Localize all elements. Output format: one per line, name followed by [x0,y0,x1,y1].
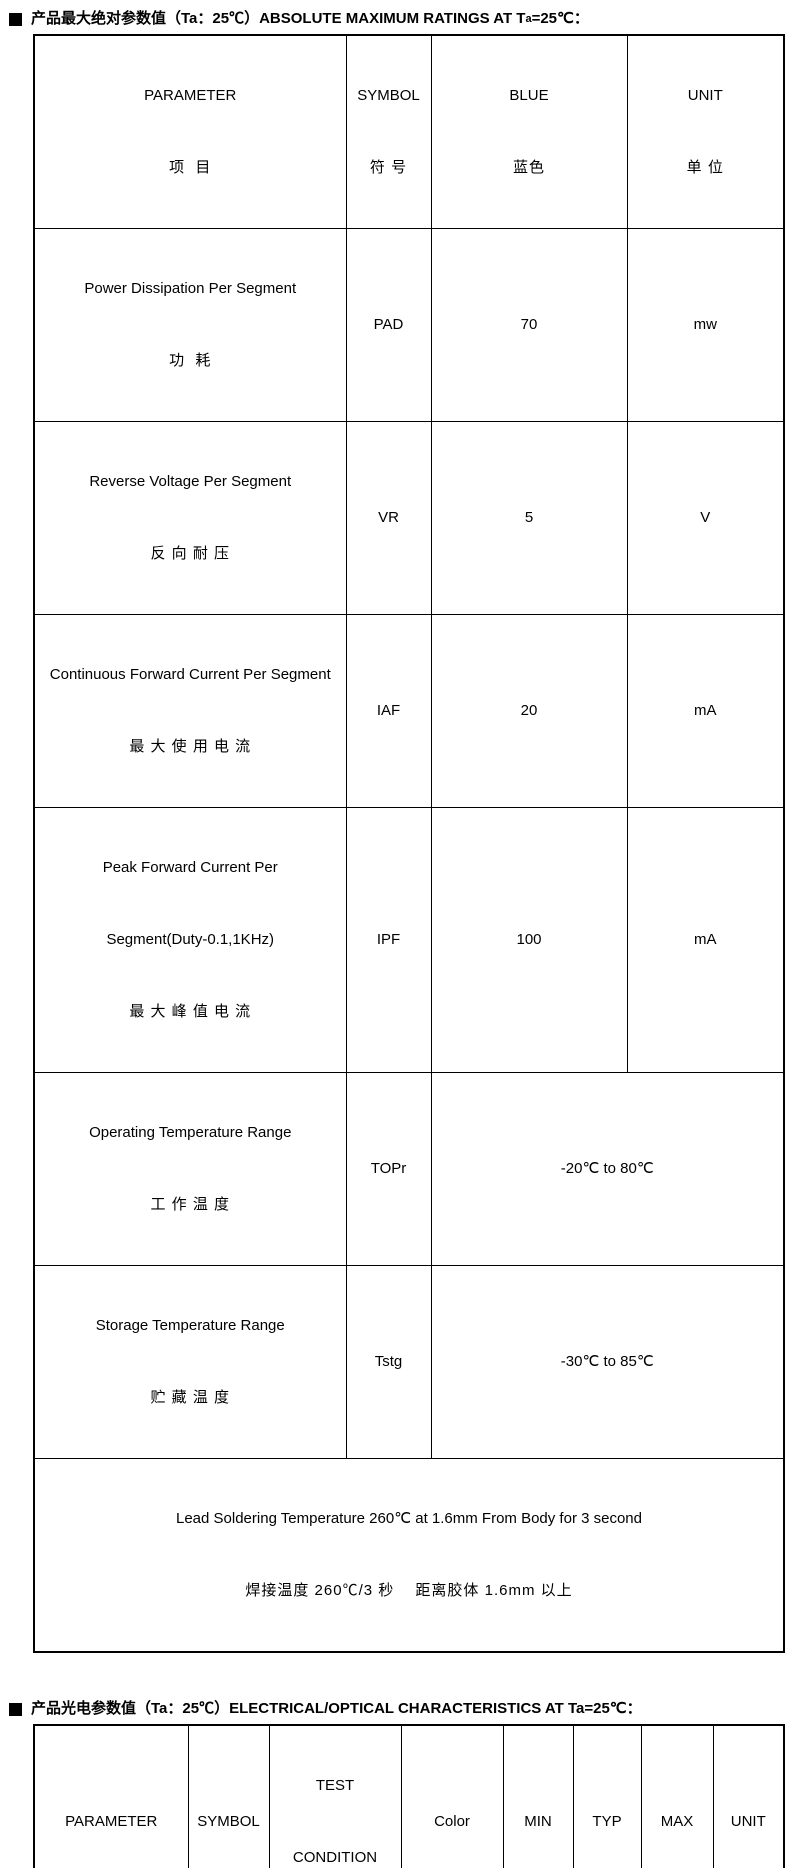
t1-r2-parameter: Continuous Forward Current Per Segment 最… [33,614,347,808]
t1-r4-parameter: Operating Temperature Range 工 作 温 度 [33,1072,347,1266]
parameter-line-en: Operating Temperature Range [89,1124,292,1141]
t2-col-color: Color 颜色 [400,1724,504,1868]
parameter-line-zh: 最 大 峰 值 电 流 [129,1003,252,1020]
t2-col-parameter: PARAMETER 项 目 [33,1724,189,1868]
parameter-line-zh: 工 作 温 度 [150,1196,230,1213]
t2-col-color-en: Color [434,1813,470,1830]
t1-r2-symbol: IAF [345,614,432,808]
section-bullet-icon [9,12,22,26]
t1-col-blue-zh: 蓝色 [512,159,545,176]
t1-row-continuous-forward-current: Continuous Forward Current Per Segment 最… [33,614,785,808]
t1-r5-symbol: Tstg [345,1265,432,1459]
t1-row-power-dissipation: Power Dissipation Per Segment 功 耗 PAD 70… [33,228,785,422]
t2-col-symbol: SYMBOL 符 号 [187,1724,270,1868]
parameter-line-en: Reverse Voltage Per Segment [89,473,292,490]
t1-r0-symbol: PAD [345,228,432,422]
t1-r3-value: 100 [430,807,628,1073]
section1-title: 产品最大绝对参数值（Ta：25℃）ABSOLUTE MAXIMUM RATING… [9,9,800,29]
t1-r3-symbol: IPF [345,807,432,1073]
t1-col-parameter-zh: 项 目 [169,159,212,176]
t2-col-max-en: MAX [660,1813,694,1830]
t1-r1-symbol: VR [345,421,432,615]
t1-col-parameter-en: PARAMETER [144,87,237,104]
t2-col-typ: TYP 标准值 [572,1724,642,1868]
t1-r5-value: -30℃ to 85℃ [430,1265,785,1459]
parameter-line-en2: Segment(Duty-0.1,1KHz) [106,931,275,948]
parameter-line-en: Peak Forward Current Per [102,859,278,876]
parameter-line-zh: 最 大 使 用 电 流 [129,738,252,755]
electrical-optical-characteristics-section: 产品光电参数值（Ta：25℃）ELECTRICAL/OPTICAL CHARAC… [0,1699,800,1868]
t2-col-unit-en: UNIT [730,1813,766,1830]
t1-r1-unit: V [626,421,785,615]
t1-col-unit-zh: 单 位 [686,159,724,176]
t1-r4-value: -20℃ to 80℃ [430,1072,785,1266]
parameter-line-zh: 反 向 耐 压 [150,545,230,562]
t2-col-unit: UNIT 单位 [712,1724,785,1868]
t1-r1-value: 5 [430,421,628,615]
section1-title-suffix: =25℃： [531,10,589,27]
parameter-line-en: Storage Temperature Range [95,1317,285,1334]
t1-r3-parameter: Peak Forward Current Per Segment(Duty-0.… [33,807,347,1073]
t2-col-symbol-en: SYMBOL [197,1813,260,1830]
t2-col-max: MAX 最大值 [640,1724,714,1868]
absolute-maximum-ratings-section: 产品最大绝对参数值（Ta：25℃）ABSOLUTE MAXIMUM RATING… [9,9,800,1653]
t1-col-unit-en: UNIT [687,87,723,104]
parameter-line-zh: 功 耗 [169,352,212,369]
t2-header-row: PARAMETER 项 目 SYMBOL 符 号 TEST CONDITION … [33,1724,785,1868]
t1-col-symbol-zh: 符 号 [369,159,408,176]
soldering-note-en: Lead Soldering Temperature 260℃ at 1.6mm… [176,1510,642,1527]
t1-row-storage-temperature: Storage Temperature Range 贮 藏 温 度 Tstg -… [33,1265,785,1459]
t1-r4-symbol: TOPr [345,1072,432,1266]
t1-row-peak-forward-current: Peak Forward Current Per Segment(Duty-0.… [33,807,785,1073]
t2-col-test-l1: TEST [315,1777,355,1794]
t2-col-min-en: MIN [524,1813,552,1830]
absolute-maximum-ratings-table: PARAMETER 项 目 SYMBOL 符 号 BLUE 蓝色 UNIT 单 … [33,34,785,1653]
t1-col-symbol: SYMBOL 符 号 [345,34,432,229]
t1-r0-unit: mw [626,228,785,422]
t1-r0-value: 70 [430,228,628,422]
t1-r0-parameter: Power Dissipation Per Segment 功 耗 [33,228,347,422]
section-bullet-icon [9,1702,22,1716]
t2-col-typ-en: TYP [592,1813,622,1830]
t2-col-parameter-en: PARAMETER [65,1813,158,1830]
t1-col-blue-en: BLUE [509,87,549,104]
t1-r3-unit: mA [626,807,785,1073]
parameter-line-zh: 贮 藏 温 度 [150,1389,230,1406]
t2-col-min: MIN 最小值 [502,1724,574,1868]
t1-r5-parameter: Storage Temperature Range 贮 藏 温 度 [33,1265,347,1459]
t1-lead-soldering-note: Lead Soldering Temperature 260℃ at 1.6mm… [33,1458,785,1653]
section1-title-text: 产品最大绝对参数值（Ta：25℃）ABSOLUTE MAXIMUM RATING… [31,10,526,27]
t2-col-test-l2: CONDITION [292,1849,378,1866]
electrical-optical-characteristics-table: PARAMETER 项 目 SYMBOL 符 号 TEST CONDITION … [33,1724,785,1868]
t1-row-operating-temperature: Operating Temperature Range 工 作 温 度 TOPr… [33,1072,785,1266]
parameter-line-en: Continuous Forward Current Per Segment [49,666,331,683]
t1-r2-unit: mA [626,614,785,808]
t1-header-row: PARAMETER 项 目 SYMBOL 符 号 BLUE 蓝色 UNIT 单 … [33,34,785,229]
section2-title: 产品光电参数值（Ta：25℃）ELECTRICAL/OPTICAL CHARAC… [9,1699,800,1719]
t1-row-reverse-voltage: Reverse Voltage Per Segment 反 向 耐 压 VR 5… [33,421,785,615]
t1-r1-parameter: Reverse Voltage Per Segment 反 向 耐 压 [33,421,347,615]
t1-col-parameter: PARAMETER 项 目 [33,34,347,229]
parameter-line-en: Power Dissipation Per Segment [84,280,297,297]
t1-col-symbol-en: SYMBOL [357,87,420,104]
t2-col-test-condition: TEST CONDITION 测 试 条 件 [268,1724,402,1868]
section2-title-text: 产品光电参数值（Ta：25℃）ELECTRICAL/OPTICAL CHARAC… [31,1700,642,1717]
t1-col-unit: UNIT 单 位 [626,34,785,229]
t1-r2-value: 20 [430,614,628,808]
soldering-note-zh: 焊接温度 260℃/3 秒 距离胶体 1.6mm 以上 [245,1582,573,1599]
t1-footer-row: Lead Soldering Temperature 260℃ at 1.6mm… [33,1458,785,1653]
t1-col-blue: BLUE 蓝色 [430,34,628,229]
